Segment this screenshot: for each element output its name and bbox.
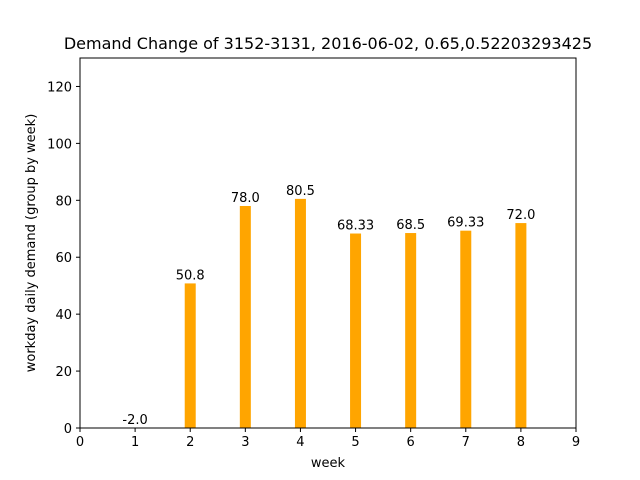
y-tick-label: 80 [55,194,72,209]
bar-value-label: 68.5 [396,218,425,233]
x-tick-label: 5 [351,435,359,450]
y-axis-ticks: 0 20 40 60 80 100 120 [47,80,80,437]
y-tick-label: 100 [47,137,72,152]
chart-title: Demand Change of 3152-3131, 2016-06-02, … [64,34,592,53]
bar-value-label: -2.0 [122,413,147,428]
x-tick-label: 3 [241,435,249,450]
x-tick-label: 2 [186,435,194,450]
bar [184,283,196,428]
y-axis-label: workday daily demand (group by week) [24,114,39,373]
x-tick-label: 4 [296,435,304,450]
bar [515,223,527,428]
plot-area [184,198,527,428]
y-tick-label: 60 [55,251,72,266]
x-tick-label: 1 [131,435,139,450]
y-tick-label: 20 [55,365,72,380]
data-labels: -2.0 50.8 78.0 80.5 68.33 68.5 69.33 72.0 [122,184,535,428]
plot-frame [79,57,577,429]
y-tick-label: 0 [64,422,72,437]
bar-value-label: 80.5 [286,184,315,199]
bar [405,233,417,428]
x-tick-label: 8 [517,435,525,450]
bars [184,198,527,428]
bar [239,206,251,428]
x-axis-label: week [311,456,346,471]
y-tick-label: 40 [55,308,72,323]
bar-value-label: 50.8 [176,268,205,283]
x-tick-label: 9 [572,435,580,450]
bar [294,198,306,428]
x-axis-ticks: 0 1 2 3 4 5 6 7 8 9 [76,428,580,450]
bar [350,233,362,428]
bar-value-label: 68.33 [337,219,374,234]
bar-value-label: 78.0 [231,191,260,206]
bar-value-label: 69.33 [447,216,484,231]
x-tick-label: 7 [462,435,470,450]
x-tick-label: 0 [76,435,84,450]
bar [460,230,472,428]
y-tick-label: 120 [47,80,72,95]
bar-value-label: 72.0 [506,208,535,223]
x-tick-label: 6 [407,435,415,450]
